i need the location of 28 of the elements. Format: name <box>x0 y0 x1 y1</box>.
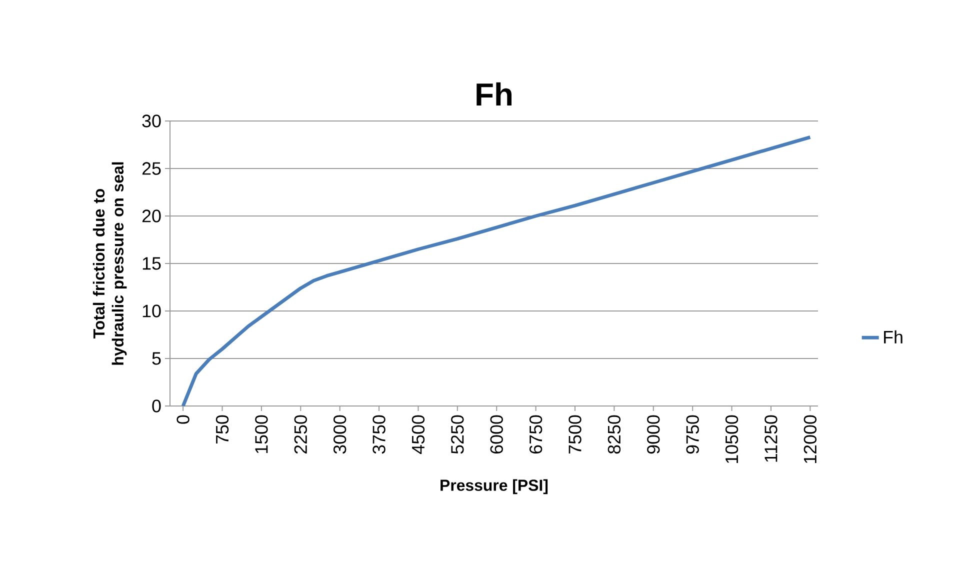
y-tick-label: 0 <box>152 400 161 412</box>
x-tick-label: 1500 <box>255 415 268 454</box>
y-tick-label: 20 <box>142 210 161 222</box>
x-tick-label: 9000 <box>647 415 660 454</box>
y-tick-label: 15 <box>142 257 161 270</box>
x-axis-title: Pressure [PSI] <box>440 479 548 494</box>
x-tick-label: 6000 <box>490 415 503 454</box>
x-tick-label: 3750 <box>372 415 386 454</box>
x-tick-label: 12000 <box>804 415 817 464</box>
x-tick-label: 2250 <box>294 415 307 454</box>
x-tick-label: 0 <box>176 415 190 424</box>
x-tick-label: 4500 <box>412 415 425 454</box>
x-tick-label: 11250 <box>764 415 778 462</box>
chart-title: Fh <box>476 82 512 106</box>
x-tick-label: 5250 <box>451 415 464 454</box>
x-tick-label: 9750 <box>686 415 699 454</box>
legend-label: Fh <box>884 330 902 344</box>
y-tick-label: 5 <box>152 352 161 365</box>
x-tick-label: 6750 <box>529 415 542 454</box>
x-tick-label: 10500 <box>725 415 738 464</box>
x-tick-label: 8250 <box>608 415 621 454</box>
y-axis-title: Total friction due to hydraulic pressure on seal <box>92 162 127 365</box>
x-tick-label: 750 <box>216 415 229 444</box>
y-tick-label: 10 <box>142 304 161 318</box>
x-tick-label: 7500 <box>568 415 582 454</box>
x-tick-label: 3000 <box>333 415 346 454</box>
y-tick-label: 30 <box>142 114 161 128</box>
y-tick-label: 25 <box>142 162 161 175</box>
